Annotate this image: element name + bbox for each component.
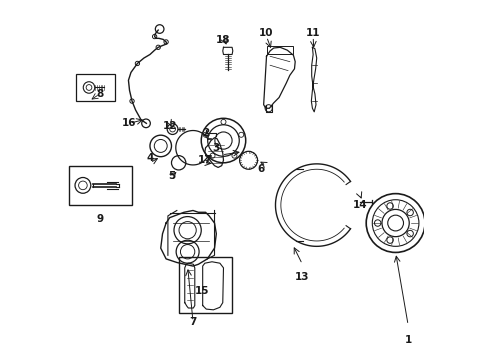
Text: 11: 11	[306, 28, 320, 38]
Bar	[267, 45, 293, 54]
Bar	[76, 74, 115, 101]
Text: 6: 6	[258, 164, 265, 174]
Text: 16: 16	[122, 118, 137, 128]
Text: 17: 17	[198, 155, 213, 165]
Text: 5: 5	[168, 171, 175, 181]
Text: 7: 7	[189, 317, 196, 327]
Text: 12: 12	[163, 121, 177, 131]
Text: 1: 1	[405, 334, 412, 345]
Text: 13: 13	[295, 272, 310, 282]
Text: 9: 9	[96, 215, 103, 224]
Text: 18: 18	[216, 35, 231, 45]
Bar	[69, 166, 132, 205]
Text: 15: 15	[195, 286, 209, 296]
Bar	[179, 257, 232, 313]
Text: 4: 4	[147, 153, 154, 163]
Text: 14: 14	[352, 200, 367, 210]
Text: 10: 10	[259, 28, 274, 38]
Text: 8: 8	[96, 89, 103, 99]
Text: 2: 2	[202, 129, 209, 138]
Text: 3: 3	[213, 143, 220, 153]
